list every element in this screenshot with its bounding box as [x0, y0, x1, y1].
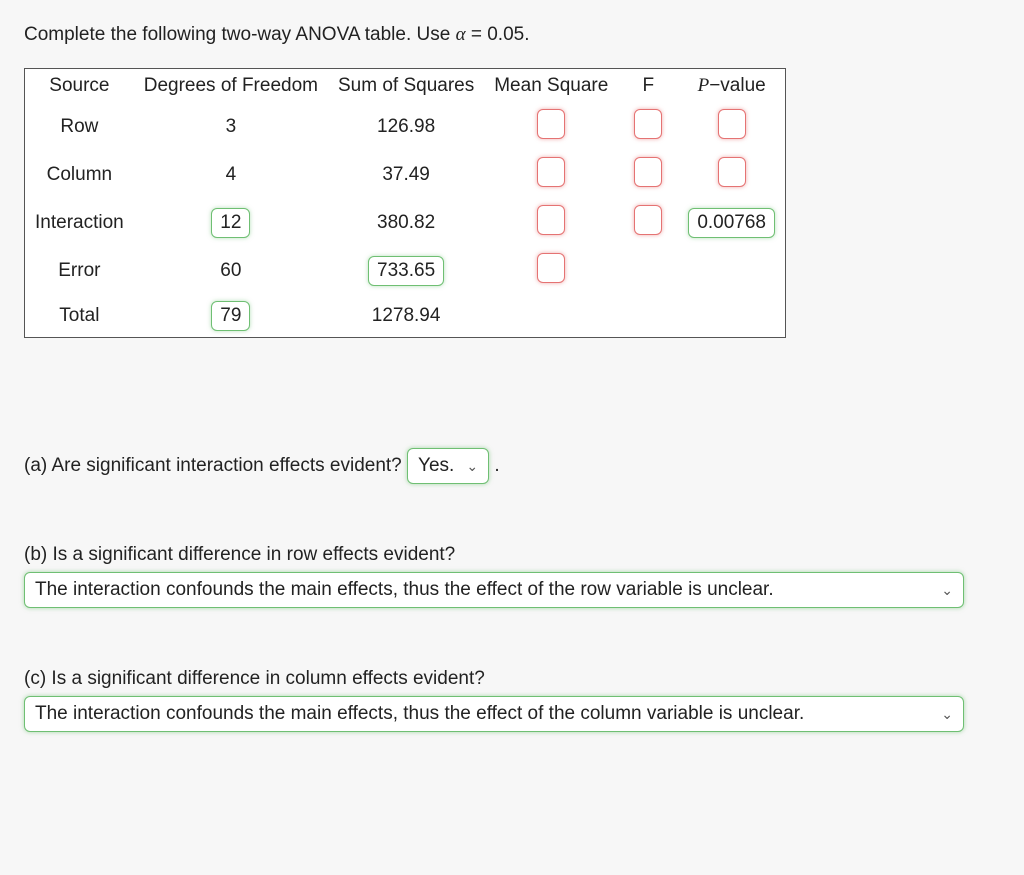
ss-row: 126.98 — [328, 103, 484, 151]
question-a-trailing: . — [494, 455, 499, 476]
question-a: (a) Are significant interaction effects … — [24, 448, 1000, 484]
f-interaction-input[interactable] — [634, 205, 662, 235]
df-total-input[interactable]: 79 — [211, 301, 250, 331]
header-p: P−value — [678, 69, 785, 104]
header-f: F — [618, 69, 678, 104]
ms-error-input[interactable] — [537, 253, 565, 283]
ss-column: 37.49 — [328, 151, 484, 199]
row-row: Row 3 126.98 — [25, 103, 786, 151]
chevron-down-icon: ⌄ — [941, 706, 953, 723]
alpha-value: 0.05 — [487, 24, 524, 45]
ss-error-input[interactable]: 733.65 — [368, 256, 444, 286]
ss-interaction: 380.82 — [328, 199, 484, 247]
question-a-text: (a) Are significant interaction effects … — [24, 455, 402, 476]
f-row-input[interactable] — [634, 109, 662, 139]
df-error: 60 — [134, 247, 328, 295]
row-column: Column 4 37.49 — [25, 151, 786, 199]
p-interaction-input[interactable]: 0.00768 — [688, 208, 775, 238]
ms-column-input[interactable] — [537, 157, 565, 187]
question-a-select[interactable]: Yes. ⌄ — [407, 448, 489, 484]
row-error: Error 60 733.65 — [25, 247, 786, 295]
header-row: Source Degrees of Freedom Sum of Squares… — [25, 69, 786, 104]
question-c-text: (c) Is a significant difference in colum… — [24, 668, 1000, 690]
ss-total: 1278.94 — [328, 295, 484, 338]
question-a-answer: Yes. — [418, 455, 454, 477]
label-interaction: Interaction — [25, 199, 134, 247]
header-ss: Sum of Squares — [328, 69, 484, 104]
equals-sign: = — [466, 24, 488, 45]
label-error: Error — [25, 247, 134, 295]
df-row: 3 — [134, 103, 328, 151]
row-interaction: Interaction 12 380.82 0.00768 — [25, 199, 786, 247]
p-column-input[interactable] — [718, 157, 746, 187]
ms-interaction-input[interactable] — [537, 205, 565, 235]
question-c-select[interactable]: The interaction confounds the main effec… — [24, 696, 964, 732]
question-c-answer: The interaction confounds the main effec… — [35, 703, 804, 725]
p-italic: P — [698, 75, 710, 96]
label-total: Total — [25, 295, 134, 338]
label-column: Column — [25, 151, 134, 199]
prompt-prefix: Complete the following two-way ANOVA tab… — [24, 24, 456, 45]
df-column: 4 — [134, 151, 328, 199]
header-ms: Mean Square — [484, 69, 618, 104]
question-b-answer: The interaction confounds the main effec… — [35, 579, 774, 601]
chevron-down-icon: ⌄ — [466, 458, 478, 475]
f-column-input[interactable] — [634, 157, 662, 187]
anova-table: Source Degrees of Freedom Sum of Squares… — [24, 68, 786, 338]
header-df: Degrees of Freedom — [134, 69, 328, 104]
df-interaction-input[interactable]: 12 — [211, 208, 250, 238]
question-b-text: (b) Is a significant difference in row e… — [24, 544, 1000, 566]
row-total: Total 79 1278.94 — [25, 295, 786, 338]
prompt-text: Complete the following two-way ANOVA tab… — [24, 24, 1000, 46]
label-row: Row — [25, 103, 134, 151]
header-source: Source — [25, 69, 134, 104]
chevron-down-icon: ⌄ — [941, 582, 953, 599]
question-b-select[interactable]: The interaction confounds the main effec… — [24, 572, 964, 608]
ms-row-input[interactable] — [537, 109, 565, 139]
p-row-input[interactable] — [718, 109, 746, 139]
alpha-symbol: α — [456, 24, 466, 45]
prompt-suffix: . — [524, 24, 529, 45]
